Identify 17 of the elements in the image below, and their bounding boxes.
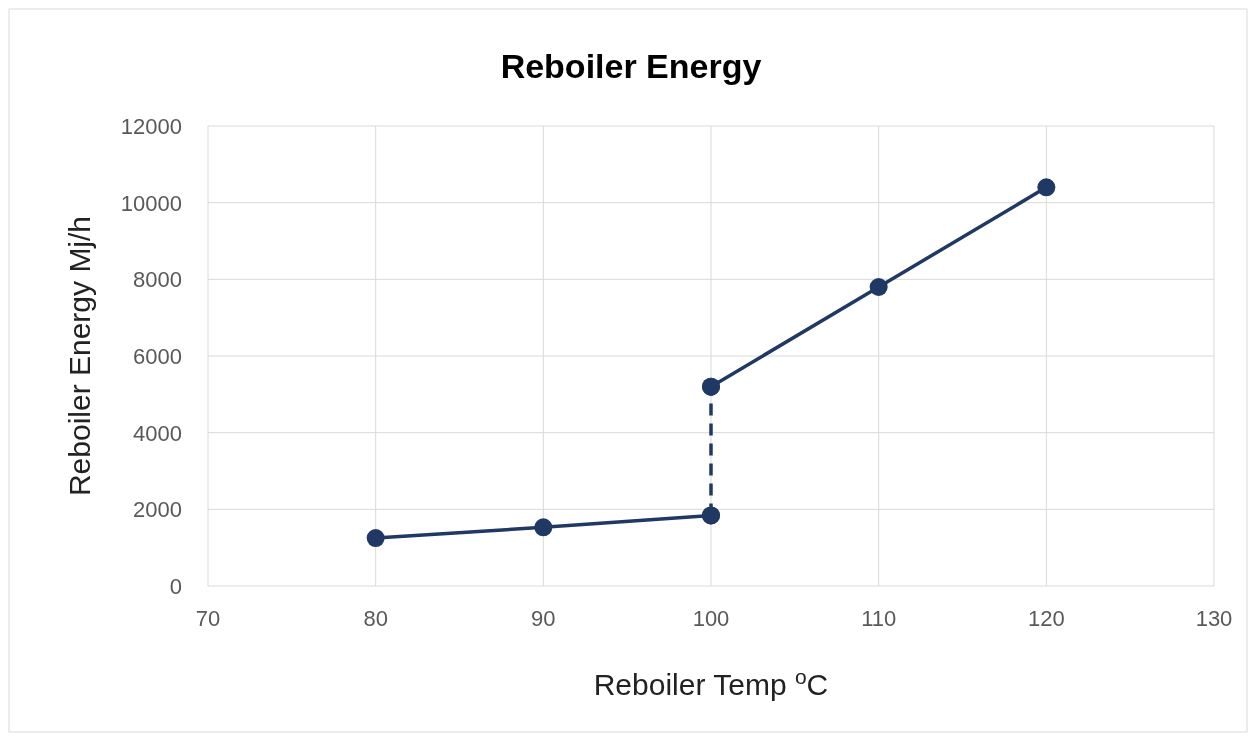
- x-axis-title: Reboiler Temp $^{o}$C: [593, 664, 829, 701]
- y-tick-label: 10000: [120, 190, 182, 216]
- x-tick-label: 130: [1195, 606, 1233, 631]
- x-tick-label: 120: [1027, 606, 1065, 631]
- x-tick-label: 100: [692, 606, 730, 631]
- y-tick-label: 0: [169, 574, 182, 599]
- chart-title: Reboiler Energy: [500, 47, 762, 85]
- x-tick-label: 90: [531, 606, 556, 631]
- y-tick-label: 2000: [133, 497, 182, 523]
- y-tick-label: 8000: [133, 267, 182, 293]
- y-axis-title: Reboiler Energy Mj/h: [63, 215, 96, 497]
- x-tick-label: 70: [195, 606, 221, 631]
- x-tick-label: 110: [861, 606, 897, 631]
- y-tick-label: 6000: [133, 344, 182, 369]
- x-tick-label: 80: [363, 606, 388, 631]
- y-tick-label: 4000: [133, 420, 182, 446]
- y-tick-label: 12000: [120, 114, 182, 139]
